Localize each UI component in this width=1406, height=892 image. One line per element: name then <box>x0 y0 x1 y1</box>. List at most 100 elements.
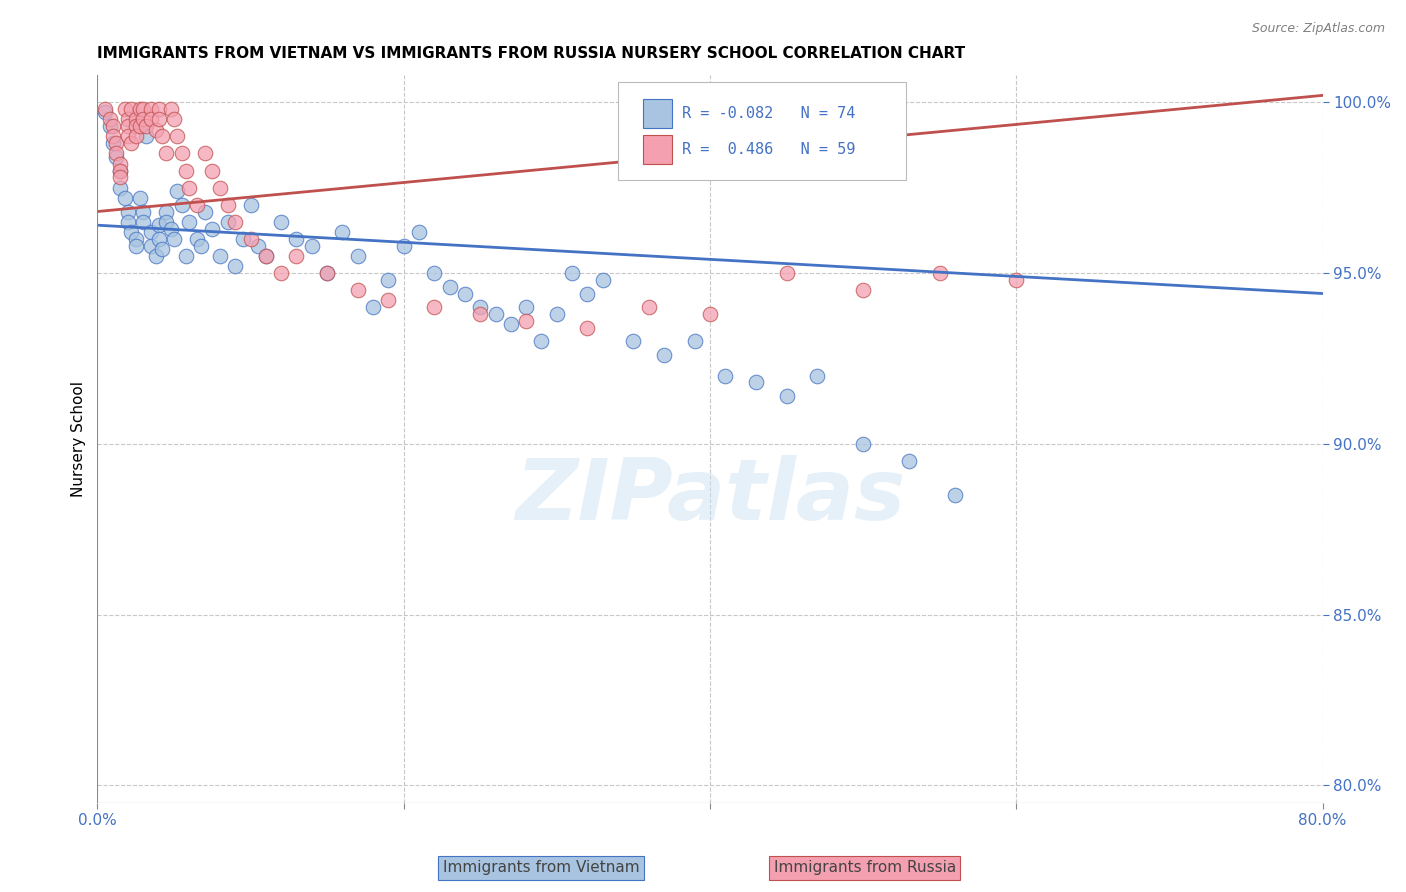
Text: R =  0.486   N = 59: R = 0.486 N = 59 <box>682 143 855 157</box>
Point <box>852 437 875 451</box>
Point <box>174 249 197 263</box>
Point <box>285 249 308 263</box>
Point <box>806 368 828 383</box>
Point <box>699 307 721 321</box>
Point <box>129 119 152 133</box>
Point <box>94 102 117 116</box>
Point <box>775 266 797 280</box>
Point <box>377 273 399 287</box>
Point <box>98 119 121 133</box>
Point <box>224 215 246 229</box>
Point <box>928 266 950 280</box>
Point <box>470 300 492 314</box>
Point <box>124 232 146 246</box>
Point <box>254 249 277 263</box>
Point <box>316 266 339 280</box>
Point <box>423 266 446 280</box>
Point <box>592 273 614 287</box>
Point <box>117 119 139 133</box>
Point <box>515 300 537 314</box>
Point <box>637 300 659 314</box>
Point <box>208 180 231 194</box>
Point <box>898 454 921 468</box>
Point <box>155 204 177 219</box>
Point <box>270 266 292 280</box>
Point <box>423 300 446 314</box>
Point <box>160 221 183 235</box>
Point <box>114 191 136 205</box>
Point <box>124 112 146 127</box>
Point <box>392 238 415 252</box>
Point <box>170 146 193 161</box>
Point <box>745 376 768 390</box>
Point <box>132 215 155 229</box>
Point <box>316 266 339 280</box>
Point <box>232 232 254 246</box>
Point <box>346 249 368 263</box>
Point <box>150 242 173 256</box>
Point <box>714 368 737 383</box>
Point <box>110 157 132 171</box>
Point <box>186 197 208 211</box>
Text: IMMIGRANTS FROM VIETNAM VS IMMIGRANTS FROM RUSSIA NURSERY SCHOOL CORRELATION CHA: IMMIGRANTS FROM VIETNAM VS IMMIGRANTS FR… <box>97 46 966 62</box>
Point <box>163 232 186 246</box>
Point <box>270 215 292 229</box>
Point <box>124 238 146 252</box>
Point <box>101 129 124 144</box>
Point <box>145 122 167 136</box>
Text: Immigrants from Vietnam: Immigrants from Vietnam <box>443 861 640 875</box>
Point <box>110 163 132 178</box>
Point <box>652 348 675 362</box>
Point <box>576 320 599 334</box>
Point <box>190 238 212 252</box>
Point <box>120 102 142 116</box>
Point <box>148 102 170 116</box>
Point <box>377 293 399 308</box>
Point <box>332 225 354 239</box>
Bar <box>643 136 672 164</box>
Point <box>224 259 246 273</box>
Point <box>148 112 170 127</box>
Point <box>408 225 430 239</box>
Point <box>148 232 170 246</box>
Point <box>155 146 177 161</box>
Point <box>1005 273 1028 287</box>
Point <box>179 180 201 194</box>
Point <box>160 102 183 116</box>
Point <box>775 389 797 403</box>
Point <box>101 119 124 133</box>
Point <box>135 119 157 133</box>
Point <box>120 225 142 239</box>
Point <box>561 266 583 280</box>
Point <box>515 314 537 328</box>
Point <box>217 215 239 229</box>
Point <box>110 170 132 185</box>
Point <box>186 232 208 246</box>
Point <box>166 129 188 144</box>
Point <box>104 136 127 151</box>
Bar <box>643 99 672 128</box>
Point <box>621 334 644 349</box>
Point <box>499 318 522 332</box>
Point <box>166 184 188 198</box>
Point <box>117 129 139 144</box>
Point <box>530 334 553 349</box>
Point <box>117 112 139 127</box>
Point <box>179 215 201 229</box>
Point <box>145 249 167 263</box>
Point <box>124 129 146 144</box>
Point <box>174 163 197 178</box>
Point <box>208 249 231 263</box>
Point <box>129 191 152 205</box>
Point <box>254 249 277 263</box>
Point <box>193 146 215 161</box>
Point <box>943 488 966 502</box>
Point <box>285 232 308 246</box>
Point <box>201 221 224 235</box>
Point <box>155 215 177 229</box>
Point <box>117 215 139 229</box>
Point <box>1341 92 1364 106</box>
Point <box>484 307 506 321</box>
Point <box>170 197 193 211</box>
Text: Immigrants from Russia: Immigrants from Russia <box>773 861 956 875</box>
